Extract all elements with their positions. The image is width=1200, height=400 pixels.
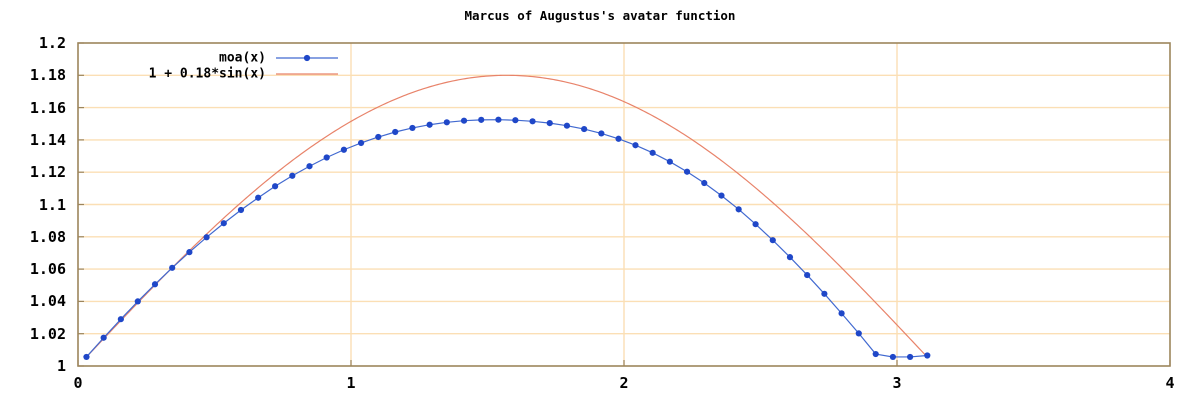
data-point-marker: [495, 116, 502, 123]
data-point-marker: [512, 117, 519, 124]
data-point-marker: [821, 290, 828, 297]
data-point-marker: [546, 120, 553, 127]
data-point-marker: [907, 353, 914, 361]
x-axis-tick-label: 0: [73, 374, 83, 392]
legend-marker-sample: [303, 54, 311, 62]
data-point-marker: [306, 163, 313, 170]
data-point-marker: [769, 237, 776, 244]
chart-title: Marcus of Augustus's avatar function: [464, 8, 736, 23]
x-axis-tick-label: 4: [1165, 374, 1175, 392]
data-point-marker: [563, 122, 571, 129]
y-axis-tick-label: 1: [56, 357, 66, 375]
data-point-marker: [237, 206, 245, 214]
data-point-marker: [220, 220, 227, 227]
data-point-marker: [323, 154, 330, 161]
data-point-marker: [786, 254, 794, 261]
data-point-marker: [838, 310, 845, 317]
data-point-marker: [186, 249, 193, 256]
data-point-marker: [289, 172, 296, 179]
legend-entry-sin-label: 1 + 0.18*sin(x): [148, 66, 266, 82]
data-point-marker: [632, 142, 639, 149]
data-point-marker: [255, 194, 262, 201]
data-point-marker: [134, 298, 141, 305]
data-point-marker: [735, 206, 742, 213]
data-point-marker: [924, 352, 931, 359]
legend-entry-moa-swatch: [276, 54, 338, 62]
data-point-marker: [649, 149, 656, 156]
y-axis-tick-label: 1.12: [29, 163, 66, 182]
plot-border: [77, 42, 1171, 367]
data-point-marker: [460, 117, 468, 124]
data-point-marker: [117, 316, 124, 323]
data-point-marker: [804, 271, 811, 279]
data-point-marker: [855, 330, 862, 337]
data-point-marker: [718, 192, 725, 199]
y-axis-tick-label: 1.04: [29, 292, 66, 311]
data-point-marker: [426, 121, 433, 128]
y-axis-tick-label: 1.06: [29, 260, 66, 279]
data-point-marker: [203, 234, 210, 241]
data-point-marker: [478, 116, 485, 123]
data-point-marker: [409, 124, 416, 132]
data-point-marker: [340, 146, 347, 153]
x-axis-tick-label: 3: [892, 374, 902, 392]
series-line-moa: [86, 119, 928, 358]
data-point-marker: [272, 183, 279, 190]
data-point-marker: [169, 264, 176, 271]
y-axis-tick-label: 1.16: [29, 98, 66, 117]
data-point-marker: [872, 350, 879, 358]
data-point-marker: [701, 179, 708, 187]
data-point-marker: [100, 334, 107, 341]
x-axis-tick-label: 2: [619, 374, 629, 392]
data-point-marker: [375, 133, 382, 141]
y-axis-tick-label: 1.08: [29, 227, 66, 246]
data-point-marker: [443, 119, 450, 126]
legend-entry-sin-swatch: [276, 73, 338, 75]
x-axis-tick-label: 1: [346, 374, 356, 392]
data-point-marker: [581, 125, 588, 133]
data-point-marker: [83, 353, 90, 361]
data-point-marker: [889, 353, 897, 361]
data-point-marker: [752, 221, 759, 228]
data-point-marker: [598, 130, 605, 137]
y-axis-tick-label: 1.18: [29, 66, 66, 85]
data-point-marker: [151, 281, 159, 288]
y-axis-tick-label: 1.02: [29, 324, 66, 343]
data-point-marker: [683, 168, 691, 175]
series-line-sin: [86, 74, 928, 358]
y-axis-tick-label: 1.2: [38, 34, 66, 52]
data-point-marker: [358, 139, 365, 147]
y-axis-tick-label: 1.14: [29, 130, 66, 149]
y-axis-tick-label: 1.1: [38, 195, 66, 214]
data-point-marker: [392, 128, 399, 136]
data-point-marker: [529, 118, 536, 125]
legend-entry-moa-label: moa(x): [219, 50, 266, 66]
data-point-marker: [666, 158, 673, 165]
data-point-marker: [615, 135, 622, 142]
